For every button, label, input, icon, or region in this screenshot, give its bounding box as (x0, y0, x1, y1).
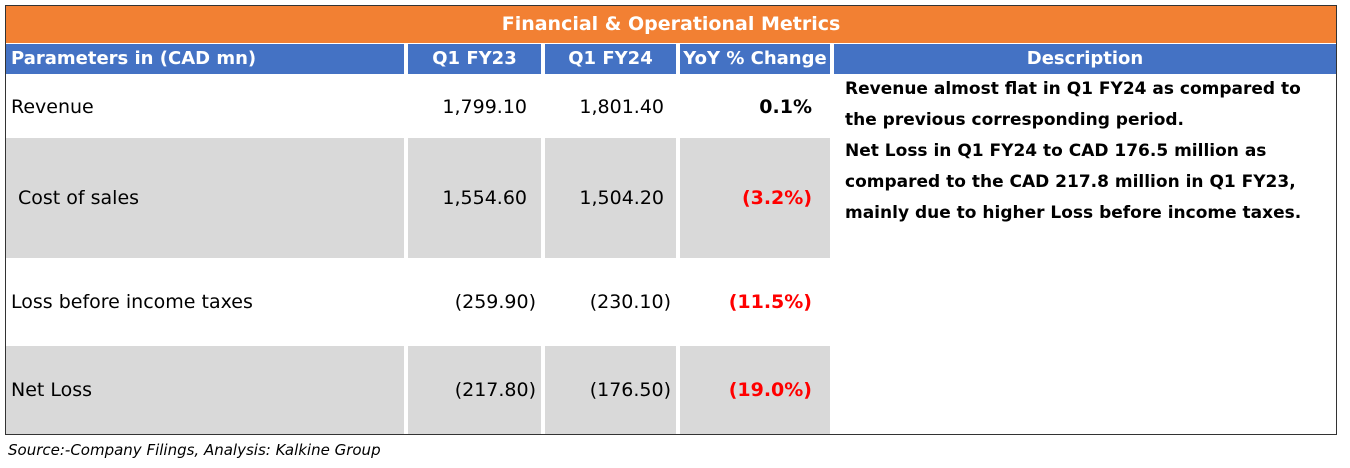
row-revenue-yoy: 0.1% (759, 96, 812, 118)
row-loss-before-taxes-yoy: (11.5%) (728, 291, 812, 313)
row-revenue-q1-fy23: 1,799.10 (442, 96, 527, 118)
row-cost-of-sales-yoy: (3.2%) (680, 138, 830, 258)
metrics-table: Financial & Operational Metrics Paramete… (5, 5, 1337, 435)
description-net-loss: Net Loss in Q1 FY24 to CAD 176.5 million… (845, 141, 1302, 223)
row-net-loss-q1-fy23: (217.80) (408, 346, 541, 434)
row-cost-of-sales-q1-fy23: 1,554.60 (408, 138, 541, 258)
row-cost-of-sales-label: Cost of sales (6, 138, 404, 258)
description-text: Revenue almost flat in Q1 FY24 as compar… (845, 74, 1325, 229)
row-net-loss-label: Net Loss (6, 346, 404, 434)
row-loss-before-taxes-q1-fy24: (230.10) (589, 291, 671, 313)
row-net-loss-q1-fy24: (176.50) (545, 346, 676, 434)
header-q1-fy23: Q1 FY23 (408, 44, 541, 74)
row-cost-of-sales-q1-fy24: 1,504.20 (545, 138, 676, 258)
header-yoy-change: YoY % Change (680, 44, 830, 74)
row-loss-before-taxes-q1-fy23: (259.90) (454, 291, 536, 313)
source-note: Source:-Company Filings, Analysis: Kalki… (8, 441, 381, 459)
row-revenue-q1-fy24: 1,801.40 (579, 96, 664, 118)
header-q1-fy24: Q1 FY24 (545, 44, 676, 74)
table-title: Financial & Operational Metrics (6, 6, 1336, 43)
row-loss-before-taxes-label: Loss before income taxes (11, 291, 253, 313)
header-description: Description (834, 44, 1336, 74)
row-net-loss-yoy: (19.0%) (680, 346, 830, 434)
description-revenue: Revenue almost flat in Q1 FY24 as compar… (845, 79, 1301, 130)
row-revenue-label: Revenue (11, 96, 94, 118)
header-parameters: Parameters in (CAD mn) (6, 44, 404, 74)
